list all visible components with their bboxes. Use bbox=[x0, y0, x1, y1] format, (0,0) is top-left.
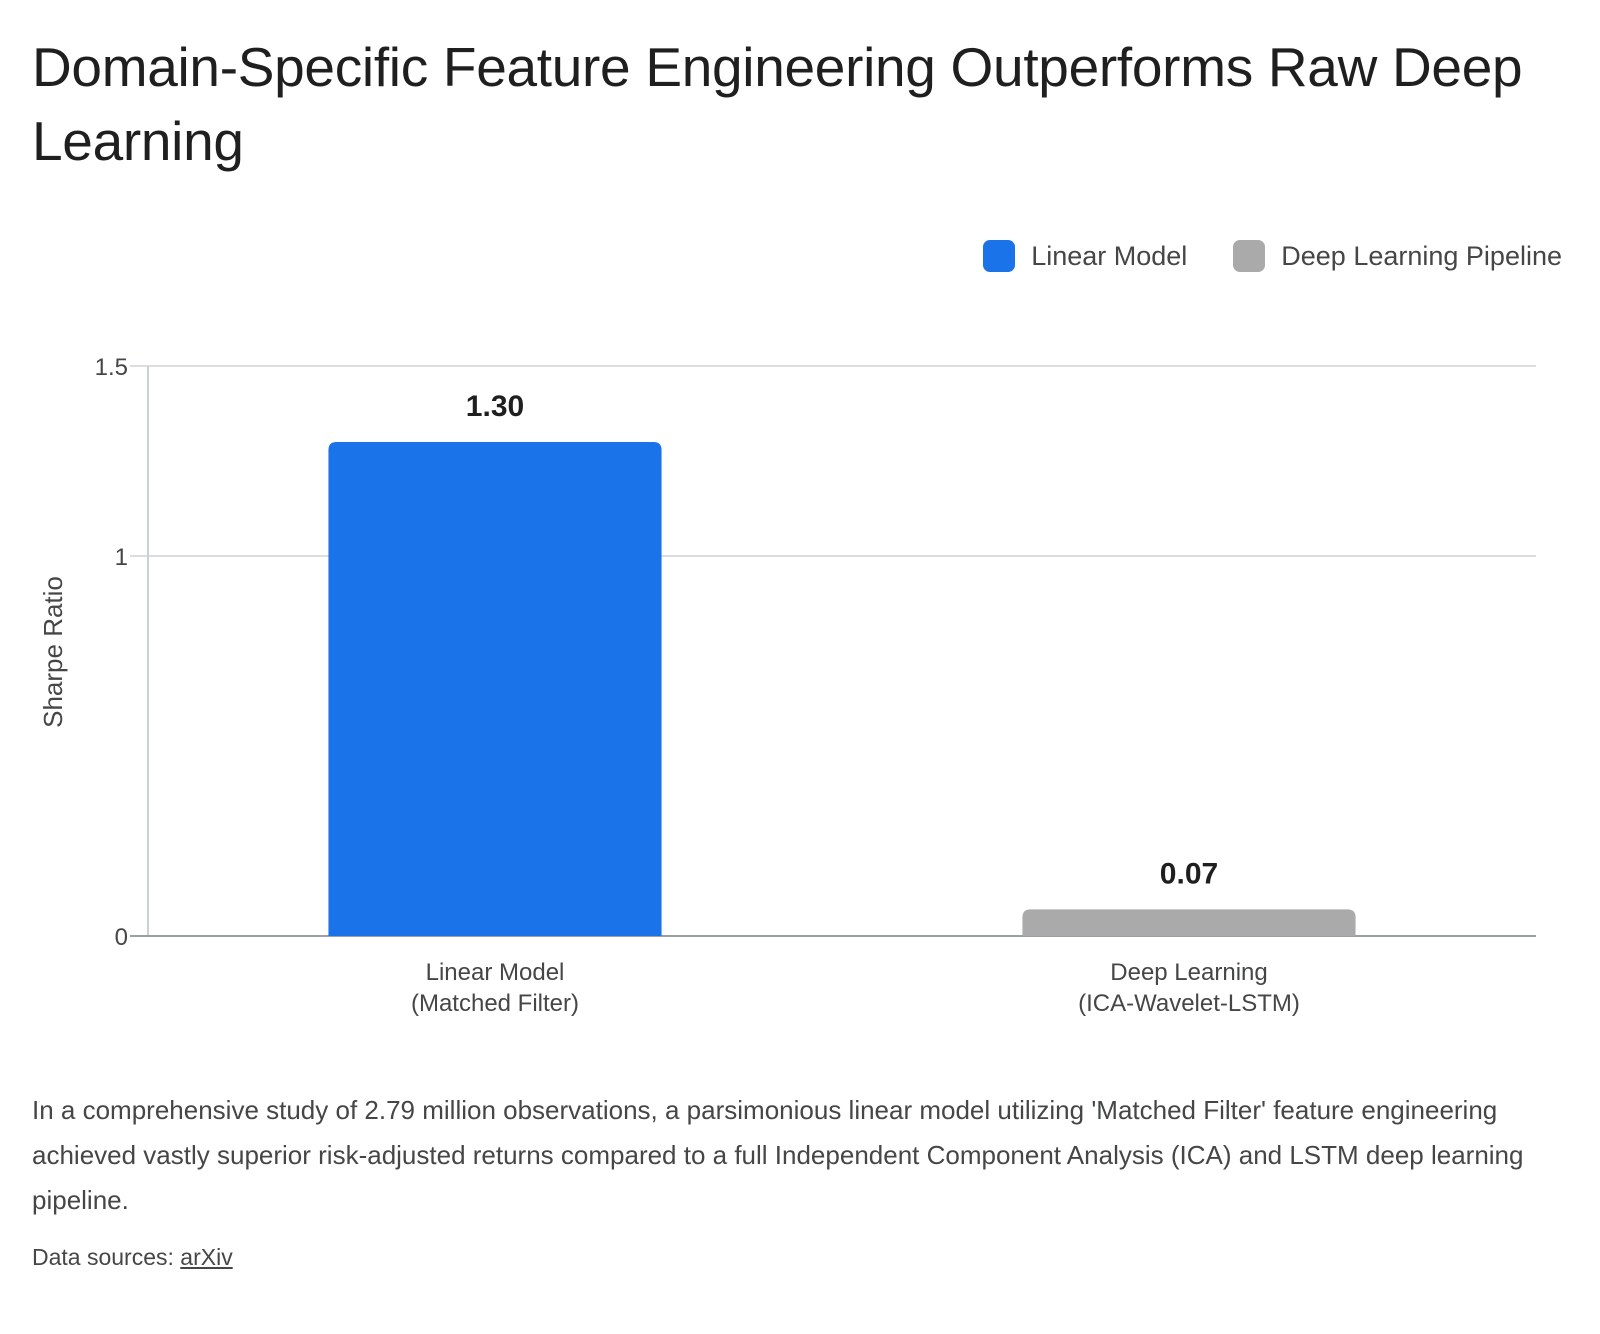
chart-description: In a comprehensive study of 2.79 million… bbox=[32, 1095, 1524, 1215]
y-axis-label: Sharpe Ratio bbox=[38, 576, 68, 728]
y-tick-label: 1.5 bbox=[95, 354, 128, 381]
bar-deep-learning-pipeline bbox=[1022, 909, 1356, 936]
bar-linear-model bbox=[328, 442, 662, 936]
data-source-link-arxiv[interactable]: arXiv bbox=[180, 1244, 233, 1270]
chart-legend: Linear Model Deep Learning Pipeline bbox=[983, 240, 1562, 272]
x-tick-label: Deep Learning bbox=[1110, 959, 1267, 986]
legend-label-deep-learning-pipeline: Deep Learning Pipeline bbox=[1281, 240, 1562, 271]
legend-label-linear-model: Linear Model bbox=[1031, 240, 1188, 271]
legend-swatch-deep-learning-pipeline bbox=[1233, 240, 1266, 272]
data-label: 1.30 bbox=[466, 390, 524, 423]
data-label: 0.07 bbox=[1160, 857, 1218, 890]
x-tick-label: (ICA-Wavelet-LSTM) bbox=[1078, 990, 1300, 1017]
x-tick-label: (Matched Filter) bbox=[411, 990, 579, 1017]
legend-swatch-linear-model bbox=[983, 240, 1016, 272]
data-sources: Data sources: arXiv bbox=[32, 1244, 233, 1271]
y-tick-label: 1 bbox=[115, 544, 128, 571]
y-tick-label: 0 bbox=[115, 924, 128, 951]
legend-item-deep-learning-pipeline: Deep Learning Pipeline bbox=[1233, 240, 1562, 272]
legend-item-linear-model: Linear Model bbox=[983, 240, 1187, 272]
data-sources-label: Data sources: bbox=[32, 1244, 174, 1270]
chart-title: Domain-Specific Feature Engineering Outp… bbox=[32, 36, 1523, 172]
bar-chart: 0 1 1.5 1.30 0.07 Linear Model (Matched Filt… bbox=[38, 354, 1536, 1017]
x-tick-label: Linear Model bbox=[426, 959, 565, 986]
